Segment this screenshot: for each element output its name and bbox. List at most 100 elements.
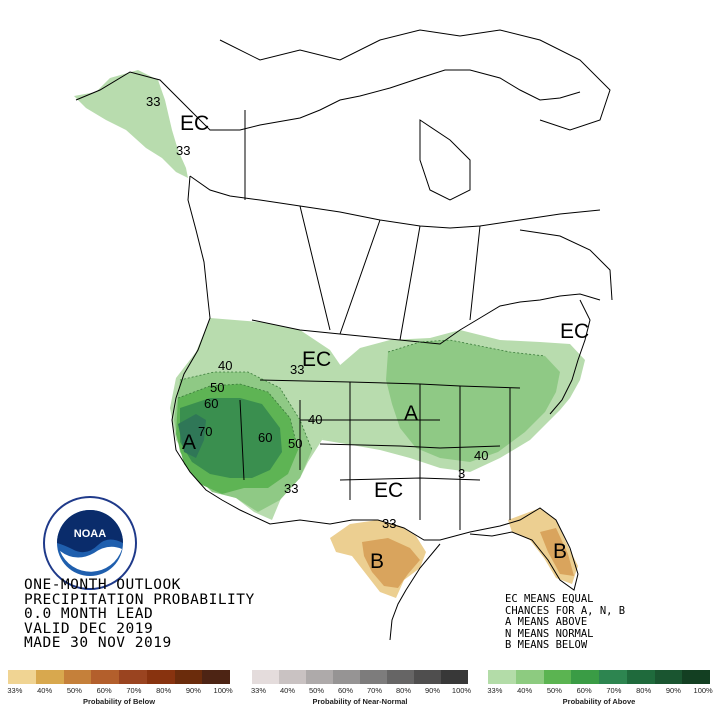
scale-swatch (174, 670, 203, 684)
scale-swatch (682, 670, 710, 684)
scale-swatch (333, 670, 360, 684)
above-color-scale (488, 670, 710, 684)
scale-tick-label: 90% (424, 686, 440, 695)
contour-label: 33 (382, 516, 396, 531)
west-above-60 (180, 398, 282, 478)
scale-swatch (202, 670, 230, 684)
scale-tick-label: 60% (337, 686, 353, 695)
scale-swatch (63, 670, 92, 684)
contour-label: 40 (308, 412, 322, 427)
scale-swatch (360, 670, 387, 684)
outlook-title-block: ONE-MONTH OUTLOOK PRECIPITATION PROBABIL… (24, 578, 255, 651)
scale-swatch (279, 670, 306, 684)
texas-below-40 (362, 538, 420, 588)
title-line: ONE-MONTH OUTLOOK (24, 577, 181, 593)
contour-label: 33 (284, 481, 298, 496)
map-label-b-texas: B (370, 550, 384, 573)
legend-note: B MEANS BELOW (505, 639, 588, 651)
contour-label: 33 (146, 94, 160, 109)
scale-tick-label: 80% (636, 686, 652, 695)
below-color-scale (8, 670, 230, 684)
scale-tick-label: 80% (395, 686, 411, 695)
contour-label: 40 (474, 448, 488, 463)
east-above-40 (386, 340, 560, 462)
west-above-70 (178, 414, 206, 458)
near-normal-scale-ticks: 33% 40% 50% 60% 70% 80% 90% 100% (244, 686, 476, 695)
scale-tick-label: 70% (126, 686, 142, 695)
contour-label: 3 (458, 466, 465, 481)
legend-notes: EC MEANS EQUAL CHANCES FOR A, N, B A MEA… (505, 593, 626, 652)
near-normal-color-scale (252, 670, 468, 684)
outlook-map: EC EC EC EC A A B B 33 33 40 33 50 60 70… (74, 29, 613, 641)
contour-lines (177, 339, 546, 451)
scale-tick-label: 40% (517, 686, 533, 695)
noaa-logo-text: NOAA (74, 528, 106, 540)
scale-tick-label: 100% (693, 686, 713, 695)
scale-tick-label: 40% (279, 686, 295, 695)
scale-tick-label: 33% (7, 686, 23, 695)
contour-label: 33 (176, 143, 190, 158)
contour-label: 60 (204, 396, 218, 411)
title-line: MADE 30 NOV 2019 (24, 635, 172, 651)
scale-swatch (543, 670, 572, 684)
scale-swatch (8, 670, 36, 684)
scale-tick-label: 90% (185, 686, 201, 695)
florida-below-40 (540, 528, 574, 576)
scale-swatch (387, 670, 414, 684)
scale-tick-label: 80% (156, 686, 172, 695)
above-scale-ticks: 33% 40% 50% 60% 70% 80% 90% 100% (480, 686, 718, 695)
contour-label: 60 (258, 430, 272, 445)
scale-swatch (441, 670, 468, 684)
map-label-b-florida: B (553, 540, 567, 563)
scale-swatch (571, 670, 599, 684)
scale-swatch (515, 670, 544, 684)
map-label-ec-alaska: EC (180, 112, 209, 135)
scale-tick-label: 100% (451, 686, 472, 695)
scale-swatch (626, 670, 655, 684)
scale-swatch (91, 670, 119, 684)
map-label-ec-west: EC (302, 348, 331, 371)
scale-swatch (599, 670, 627, 684)
scale-tick-label: 33% (250, 686, 266, 695)
near-normal-scale-label: Probability of Near-Normal (312, 697, 408, 706)
scale-tick-label: 60% (576, 686, 592, 695)
title-line: 0.0 MONTH LEAD (24, 606, 154, 622)
map-label-a-west: A (182, 431, 196, 454)
scale-swatch (306, 670, 333, 684)
below-scale-ticks: 33% 40% 50% 60% 70% 80% 90% 100% (0, 686, 238, 695)
contour-label: 50 (210, 380, 224, 395)
scale-tick-label: 50% (546, 686, 562, 695)
scale-tick-label: 90% (665, 686, 681, 695)
alaska-above-area (74, 70, 188, 178)
contour-label: 33 (290, 362, 304, 377)
scale-tick-label: 100% (213, 686, 233, 695)
scale-tick-label: 40% (37, 686, 53, 695)
below-scale-label: Probability of Below (82, 697, 156, 706)
legend-note: CHANCES FOR A, N, B (505, 604, 626, 617)
legend-note: A MEANS ABOVE (505, 616, 588, 628)
contour-label: 40 (218, 358, 232, 373)
scale-swatch (252, 670, 279, 684)
contour-label: 50 (288, 436, 302, 451)
map-label-ec-northeast: EC (560, 320, 589, 343)
title-line: VALID DEC 2019 (24, 620, 154, 637)
scale-tick-label: 50% (308, 686, 324, 695)
scale-tick-label: 50% (66, 686, 82, 695)
legend-note: N MEANS NORMAL (505, 627, 594, 640)
scale-swatch (488, 670, 516, 684)
title-line: PRECIPITATION PROBABILITY (24, 591, 255, 608)
scale-tick-label: 70% (366, 686, 382, 695)
scale-swatch (654, 670, 683, 684)
noaa-logo: NOAA (43, 496, 137, 590)
legend-note: EC MEANS EQUAL (505, 593, 594, 605)
contour-label: 70 (198, 424, 212, 439)
scale-tick-label: 33% (487, 686, 503, 695)
map-label-a-central: A (404, 402, 418, 425)
above-scale-label: Probability of Above (562, 697, 636, 706)
scale-tick-label: 60% (96, 686, 112, 695)
boundaries (75, 29, 613, 641)
scale-swatch (119, 670, 147, 684)
map-label-ec-south: EC (374, 479, 403, 502)
scale-swatch (414, 670, 441, 684)
scale-swatch (146, 670, 175, 684)
